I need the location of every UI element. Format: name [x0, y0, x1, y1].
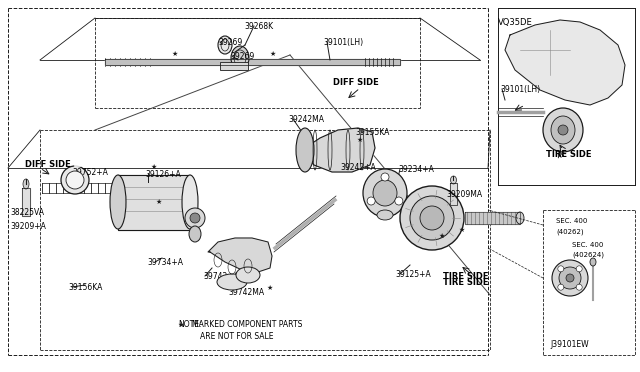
Text: TIRE SIDE: TIRE SIDE — [443, 272, 488, 281]
Text: SEC. 400: SEC. 400 — [556, 218, 588, 224]
Polygon shape — [22, 188, 30, 216]
Text: 39125+A: 39125+A — [395, 270, 431, 279]
Ellipse shape — [590, 258, 596, 266]
Text: 39752+A: 39752+A — [72, 168, 108, 177]
Text: ★: ★ — [270, 51, 276, 57]
Ellipse shape — [367, 197, 375, 205]
Ellipse shape — [190, 213, 200, 223]
Text: ★: ★ — [357, 137, 363, 143]
Ellipse shape — [236, 267, 260, 283]
Text: 39242MA: 39242MA — [288, 115, 324, 124]
Ellipse shape — [576, 266, 582, 272]
Text: 39269: 39269 — [230, 52, 254, 61]
Text: ★: ★ — [172, 51, 178, 57]
Text: 39742MA: 39742MA — [228, 288, 264, 297]
Ellipse shape — [66, 171, 84, 189]
Text: ★: ★ — [156, 199, 162, 205]
Text: ★: ★ — [178, 322, 184, 328]
Ellipse shape — [566, 274, 574, 282]
Text: (402624): (402624) — [572, 252, 604, 259]
Ellipse shape — [559, 267, 581, 289]
Text: 39101(LH): 39101(LH) — [323, 38, 363, 47]
Polygon shape — [505, 20, 625, 105]
Ellipse shape — [558, 266, 564, 272]
Text: 39234+A: 39234+A — [398, 165, 434, 174]
Polygon shape — [465, 212, 520, 224]
Ellipse shape — [217, 274, 247, 290]
Ellipse shape — [516, 212, 524, 224]
Ellipse shape — [410, 196, 454, 240]
Ellipse shape — [363, 169, 407, 217]
Text: TIRE SIDE: TIRE SIDE — [546, 150, 591, 159]
Text: ★: ★ — [459, 227, 465, 233]
Ellipse shape — [558, 284, 564, 290]
Ellipse shape — [551, 116, 575, 144]
Polygon shape — [450, 183, 457, 205]
Ellipse shape — [182, 175, 198, 229]
Ellipse shape — [395, 197, 403, 205]
Bar — [220, 62, 248, 70]
Text: ARE NOT FOR SALE: ARE NOT FOR SALE — [200, 332, 273, 341]
Text: (40262): (40262) — [556, 228, 584, 234]
Ellipse shape — [420, 206, 444, 230]
Text: ★: ★ — [151, 164, 157, 170]
Ellipse shape — [189, 226, 201, 242]
Ellipse shape — [231, 46, 249, 70]
Ellipse shape — [400, 186, 464, 250]
Ellipse shape — [110, 175, 126, 229]
Text: SEC. 400: SEC. 400 — [572, 242, 604, 248]
Text: 39242+A: 39242+A — [340, 163, 376, 172]
Text: 39101(LH): 39101(LH) — [500, 85, 540, 94]
Text: 39742+A: 39742+A — [203, 272, 239, 281]
Ellipse shape — [377, 210, 393, 220]
Text: ★: ★ — [267, 285, 273, 291]
Text: 39156KA: 39156KA — [68, 283, 102, 292]
Ellipse shape — [296, 128, 314, 172]
Ellipse shape — [451, 176, 456, 184]
Ellipse shape — [552, 260, 588, 296]
Ellipse shape — [576, 284, 582, 290]
Text: 39209+A: 39209+A — [10, 222, 46, 231]
Ellipse shape — [373, 180, 397, 206]
Ellipse shape — [185, 208, 205, 228]
Polygon shape — [105, 59, 400, 65]
Polygon shape — [303, 128, 375, 172]
Ellipse shape — [218, 36, 232, 54]
Text: 39734+A: 39734+A — [147, 258, 183, 267]
Text: J39101EW: J39101EW — [550, 340, 589, 349]
Text: DIFF SIDE: DIFF SIDE — [333, 78, 379, 87]
Ellipse shape — [558, 125, 568, 135]
Text: TIRE SIDE: TIRE SIDE — [443, 278, 488, 287]
Text: 39155KA: 39155KA — [355, 128, 389, 137]
Text: 39268K: 39268K — [244, 22, 273, 31]
Text: 39209MA: 39209MA — [446, 190, 482, 199]
Text: MARKED COMPONENT PARTS: MARKED COMPONENT PARTS — [192, 320, 302, 329]
Text: 39269: 39269 — [218, 38, 243, 47]
Text: ★: ★ — [439, 233, 445, 239]
Text: VQ35DE: VQ35DE — [498, 18, 532, 27]
Text: 39126+A: 39126+A — [145, 170, 180, 179]
Polygon shape — [118, 175, 190, 230]
Ellipse shape — [61, 166, 89, 194]
Ellipse shape — [543, 108, 583, 152]
Text: DIFF SIDE: DIFF SIDE — [25, 160, 71, 169]
Text: 38225VA: 38225VA — [10, 208, 44, 217]
Text: NOTE:: NOTE: — [178, 320, 202, 329]
Ellipse shape — [23, 179, 29, 189]
Ellipse shape — [381, 173, 389, 181]
Polygon shape — [208, 238, 272, 272]
